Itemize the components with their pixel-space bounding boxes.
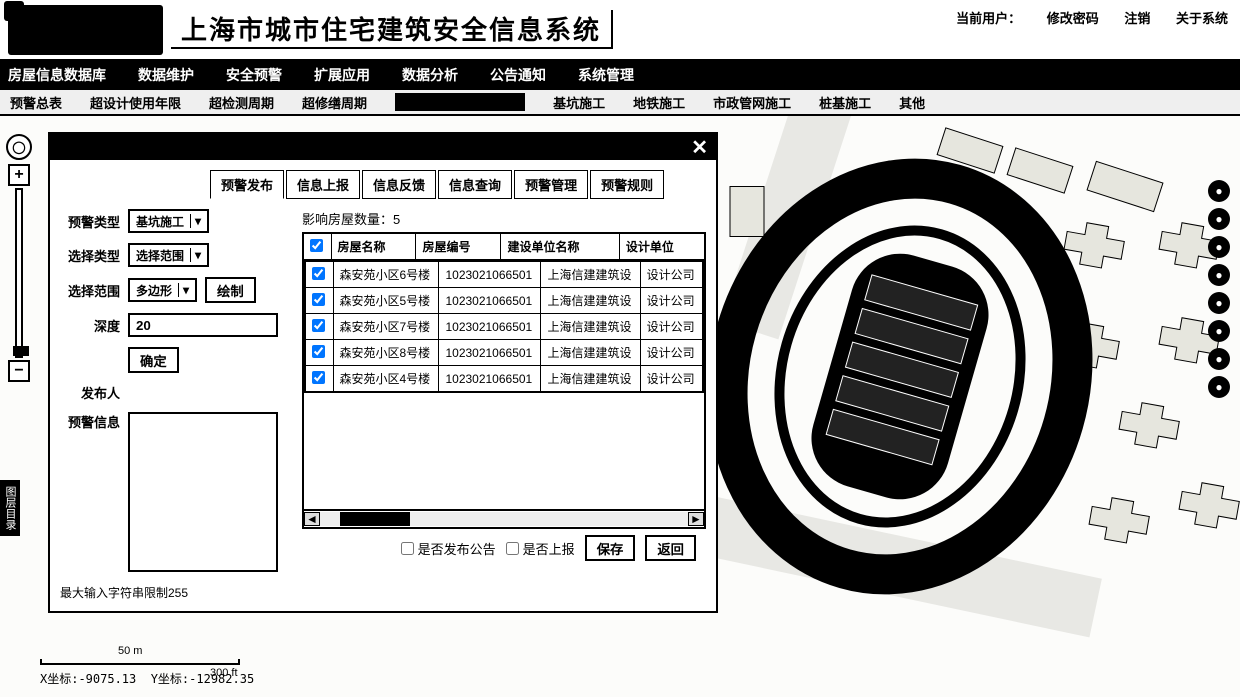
row-checkbox[interactable] [312,371,325,384]
sub-nav: 预警总表 超设计使用年限 超检测周期 超修缮周期 基坑施工 地铁施工 市政管网施工 桩基施工 其… [0,90,1240,116]
column-header[interactable]: 建设单位名称 [501,233,619,260]
subnav-item[interactable]: 超修缮周期 [302,93,367,112]
affected-buildings-panel: 影响房屋数量：5 房屋名称房屋编号建设单位名称设计单位 森安苑小区6号楼1023… [302,209,706,601]
row-checkbox[interactable] [312,345,325,358]
dialog-tab[interactable]: 信息反馈 [362,170,436,199]
save-button[interactable]: 保存 [585,535,636,561]
row-checkbox[interactable] [312,267,325,280]
subnav-item[interactable]: 地铁施工 [633,93,685,112]
warning-message-textarea[interactable] [128,412,278,572]
tool-1-icon[interactable]: ● [1208,180,1230,202]
subnav-item[interactable]: 超设计使用年限 [90,93,181,112]
column-header[interactable]: 房屋编号 [416,233,501,260]
tool-2-icon[interactable]: ● [1208,208,1230,230]
warning-publish-dialog: ✕ 预警发布信息上报信息反馈信息查询预警管理预警规则 预警类型 基坑施工▾ 选择… [48,132,718,613]
map-scale: 50 m 300 ft [40,659,240,665]
app-title: 上海市城市住宅建筑安全信息系统 [171,10,613,49]
tool-5-icon[interactable]: ● [1208,292,1230,314]
dialog-tab[interactable]: 信息查询 [438,170,512,199]
main-nav: 房屋信息数据库 数据维护 安全预警 扩展应用 数据分析 公告通知 系统管理 [0,60,1240,90]
nav-item[interactable]: 数据分析 [402,65,458,85]
layer-panel-toggle[interactable]: 图层目录 [0,480,20,536]
dialog-titlebar[interactable]: ✕ [50,134,716,160]
table-row[interactable]: 森安苑小区8号楼1023021066501上海信建建筑设设计公司 [305,340,703,366]
app-header: 上海市城市住宅建筑安全信息系统 当前用户： 修改密码 注销 关于系统 [0,0,1240,60]
nav-active-indicator [395,93,525,111]
nav-item[interactable]: 公告通知 [490,65,546,85]
select-all-checkbox[interactable] [310,239,323,252]
column-header[interactable]: 房屋名称 [331,233,416,260]
about-link[interactable]: 关于系统 [1176,11,1228,26]
submit-report-checkbox[interactable]: 是否上报 [506,539,575,558]
app-logo [8,5,163,55]
type-label: 预警类型 [60,212,120,231]
tool-3-icon[interactable]: ● [1208,236,1230,258]
scroll-left-icon[interactable]: ◄ [304,512,320,526]
close-icon[interactable]: ✕ [691,135,708,160]
select-type-select[interactable]: 选择范围▾ [128,243,209,267]
map-zoom-controls: ◯ + − [6,134,32,384]
nav-item[interactable]: 数据维护 [138,65,194,85]
row-checkbox[interactable] [312,293,325,306]
zoom-out-button[interactable]: − [8,360,30,382]
map-tool-buttons: ● ● ● ● ● ● ● ● [1208,180,1230,398]
zoom-in-button[interactable]: + [8,164,30,186]
zoom-slider[interactable] [15,188,23,358]
dialog-tabs: 预警发布信息上报信息反馈信息查询预警管理预警规则 [210,170,716,199]
warning-form: 预警类型 基坑施工▾ 选择类型 选择范围▾ 选择范围 多边形▾ 绘制 深度 [60,209,290,601]
tool-4-icon[interactable]: ● [1208,264,1230,286]
nav-item[interactable]: 系统管理 [578,65,634,85]
nav-item[interactable]: 房屋信息数据库 [8,65,106,85]
dialog-tab[interactable]: 预警管理 [514,170,588,199]
confirm-button[interactable]: 确定 [128,347,179,373]
dialog-tab[interactable]: 预警规则 [590,170,664,199]
publisher-label: 发布人 [60,383,120,402]
subnav-item[interactable]: 超检测周期 [209,93,274,112]
scroll-right-icon[interactable]: ► [688,512,704,526]
nav-item[interactable]: 扩展应用 [314,65,370,85]
depth-label: 深度 [60,316,120,335]
subnav-item[interactable]: 桩基施工 [819,93,871,112]
select-type-label: 选择类型 [60,246,120,265]
subnav-item[interactable]: 市政管网施工 [713,93,791,112]
subnav-item[interactable]: 基坑施工 [553,93,605,112]
dialog-tab[interactable]: 信息上报 [286,170,360,199]
tool-6-icon[interactable]: ● [1208,320,1230,342]
row-checkbox[interactable] [312,319,325,332]
char-limit-hint: 最大输入字符串限制255 [60,584,290,601]
tool-7-icon[interactable]: ● [1208,348,1230,370]
dialog-tab[interactable]: 预警发布 [210,170,284,199]
table-horizontal-scrollbar[interactable]: ◄ ► [302,511,706,529]
logout-link[interactable]: 注销 [1124,11,1150,26]
back-button[interactable]: 返回 [645,535,696,561]
change-password-link[interactable]: 修改密码 [1047,11,1099,26]
message-label: 预警信息 [60,412,120,431]
table-row[interactable]: 森安苑小区4号楼1023021066501上海信建建筑设设计公司 [305,366,703,393]
current-user-label: 当前用户： [956,11,1021,26]
buildings-table: 房屋名称房屋编号建设单位名称设计单位 [302,232,706,261]
tool-8-icon[interactable]: ● [1208,376,1230,398]
nav-item[interactable]: 安全预警 [226,65,282,85]
column-header[interactable] [303,233,331,260]
pan-compass[interactable]: ◯ [6,134,32,160]
range-shape-select[interactable]: 多边形▾ [128,278,197,302]
affected-count: 影响房屋数量：5 [302,209,706,228]
table-row[interactable]: 森安苑小区6号楼1023021066501上海信建建筑设设计公司 [305,262,703,288]
draw-button[interactable]: 绘制 [205,277,256,303]
table-row[interactable]: 森安苑小区5号楼1023021066501上海信建建筑设设计公司 [305,288,703,314]
cursor-coordinates: X坐标:-9075.13 Y坐标:-12982.35 [40,670,254,687]
subnav-item[interactable]: 预警总表 [10,93,62,112]
table-row[interactable]: 森安苑小区7号楼1023021066501上海信建建筑设设计公司 [305,314,703,340]
column-header[interactable]: 设计单位 [619,233,705,260]
publish-notice-checkbox[interactable]: 是否发布公告 [401,539,496,558]
dialog-footer: 是否发布公告 是否上报 保存 返回 [302,529,706,571]
top-links: 当前用户： 修改密码 注销 关于系统 [934,8,1228,27]
warning-type-select[interactable]: 基坑施工▾ [128,209,209,233]
depth-input[interactable] [128,313,278,337]
subnav-item[interactable]: 其他 [899,93,925,112]
range-label: 选择范围 [60,281,120,300]
